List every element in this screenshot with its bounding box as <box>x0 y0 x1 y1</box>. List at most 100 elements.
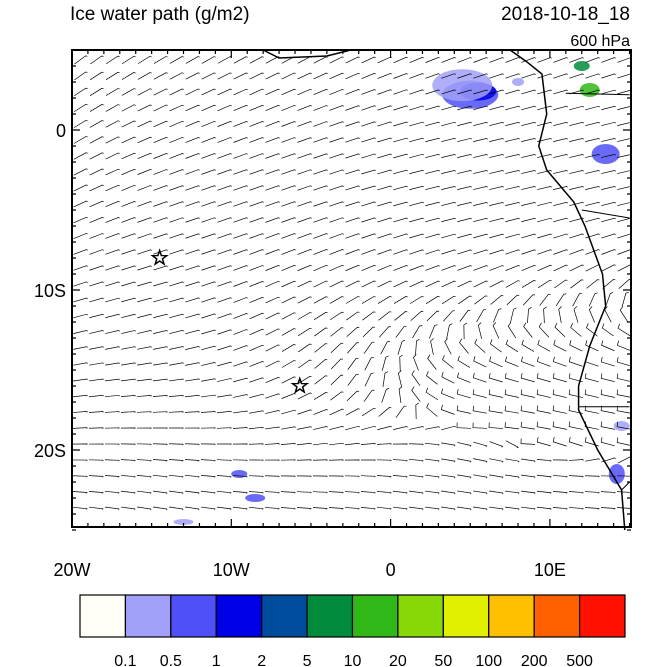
wind-barb <box>153 56 168 64</box>
wind-barb <box>249 393 264 399</box>
wind-barb <box>329 201 344 207</box>
wind-barb <box>233 313 248 319</box>
wind-barb <box>409 169 424 175</box>
wind-barb <box>617 340 631 351</box>
wind-barb <box>361 264 376 272</box>
wind-barb <box>89 346 104 350</box>
wind-barb <box>201 313 216 319</box>
wind-barb <box>313 409 328 415</box>
wind-barb <box>153 297 168 303</box>
wind-barb <box>553 105 568 111</box>
wind-barb <box>105 152 120 160</box>
wind-barb <box>169 297 184 303</box>
wind-barb <box>313 426 328 430</box>
wind-barb <box>360 491 376 494</box>
wind-barb <box>376 443 392 445</box>
wind-barb <box>473 441 488 448</box>
wind-barb <box>537 279 552 289</box>
wind-barb <box>105 346 120 350</box>
wind-barb <box>313 72 328 80</box>
wind-barb <box>73 249 88 255</box>
wind-barb <box>169 265 184 271</box>
wind-barb <box>153 201 168 207</box>
wind-barb <box>345 72 360 80</box>
wind-barb <box>536 421 551 430</box>
wind-barb <box>617 73 632 79</box>
wind-barb <box>281 153 296 159</box>
wind-barb <box>121 346 136 350</box>
wind-barb <box>121 281 136 287</box>
wind-barb <box>297 201 312 207</box>
wind-barb <box>233 104 248 112</box>
wind-barb <box>489 154 504 158</box>
wind-barb <box>345 153 360 159</box>
wind-barb <box>505 474 520 479</box>
wind-barb <box>121 72 136 80</box>
wind-barb <box>169 185 184 191</box>
wind-barb <box>168 427 184 429</box>
wind-barb <box>137 217 152 223</box>
wind-barb <box>616 373 631 382</box>
wind-barb <box>313 121 328 127</box>
wind-barb <box>552 491 568 494</box>
wind-barb <box>601 233 616 239</box>
wind-barb <box>89 362 104 366</box>
wind-barb <box>281 201 296 207</box>
wind-barb <box>153 104 168 112</box>
wind-barb <box>379 326 391 338</box>
wind-barb <box>120 427 136 429</box>
colorbar-box <box>442 594 490 638</box>
wind-barb <box>377 169 392 175</box>
wind-barb <box>457 137 472 142</box>
wind-barb <box>377 506 392 510</box>
wind-barb <box>345 201 360 207</box>
wind-barb <box>297 327 312 337</box>
wind-barb <box>618 279 632 289</box>
wind-barb <box>427 354 437 370</box>
wind-barb <box>505 356 519 367</box>
wind-barb <box>616 491 632 494</box>
wind-barb <box>265 328 280 336</box>
wind-barb <box>249 201 264 207</box>
wind-barb <box>537 201 552 207</box>
wind-barb <box>264 491 280 494</box>
wind-barb <box>73 394 88 398</box>
wind-barb <box>569 137 584 142</box>
wind-barb <box>313 296 328 304</box>
wind-barb <box>377 217 392 223</box>
wind-barb <box>169 88 184 96</box>
wind-barb <box>232 427 248 429</box>
wind-barb <box>313 264 328 272</box>
wind-barb <box>521 356 535 367</box>
wind-barb <box>201 378 216 382</box>
wind-barb <box>264 475 280 478</box>
wind-barb <box>584 491 600 494</box>
wind-barb <box>586 323 598 337</box>
wind-barb <box>425 169 440 175</box>
wind-barb <box>265 72 280 80</box>
wind-barb <box>505 57 520 63</box>
wind-barb <box>153 120 168 128</box>
wind-barb <box>553 170 568 174</box>
wind-barb <box>217 329 232 335</box>
wind-barb <box>249 361 264 367</box>
wind-barb <box>457 506 472 511</box>
wind-barb <box>297 233 312 239</box>
wind-barb <box>105 378 120 382</box>
wind-barb <box>393 296 408 304</box>
wind-barb <box>249 185 264 191</box>
wind-barb <box>233 169 248 175</box>
wind-barb <box>152 474 168 478</box>
wind-barb <box>409 56 424 64</box>
colorbar-label: 2 <box>257 653 266 667</box>
wind-barb <box>520 438 536 445</box>
wind-barb <box>233 72 248 80</box>
wind-barb <box>521 170 536 174</box>
wind-barb <box>265 426 280 430</box>
wind-barb <box>152 411 168 413</box>
wind-barb <box>345 56 360 64</box>
wind-barb <box>601 201 616 207</box>
wind-barb <box>361 201 376 207</box>
wind-barb <box>521 105 536 111</box>
wind-barb <box>329 185 344 191</box>
